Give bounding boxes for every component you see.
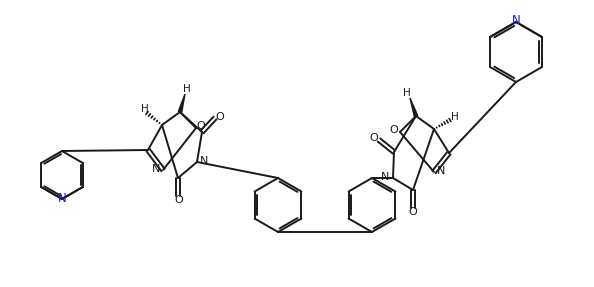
Polygon shape — [178, 94, 185, 113]
Text: N: N — [511, 13, 520, 26]
Text: N: N — [437, 166, 445, 176]
Polygon shape — [410, 98, 418, 117]
Text: O: O — [409, 207, 418, 217]
Text: O: O — [175, 195, 184, 205]
Text: O: O — [369, 133, 378, 143]
Text: O: O — [390, 125, 399, 135]
Text: N: N — [200, 156, 208, 166]
Text: N: N — [381, 172, 389, 182]
Text: H: H — [141, 104, 149, 114]
Text: H: H — [451, 112, 459, 122]
Text: H: H — [403, 88, 411, 98]
Text: O: O — [197, 121, 206, 131]
Text: H: H — [183, 84, 191, 94]
Text: N: N — [58, 193, 67, 205]
Text: O: O — [216, 112, 225, 122]
Text: N: N — [152, 164, 160, 174]
